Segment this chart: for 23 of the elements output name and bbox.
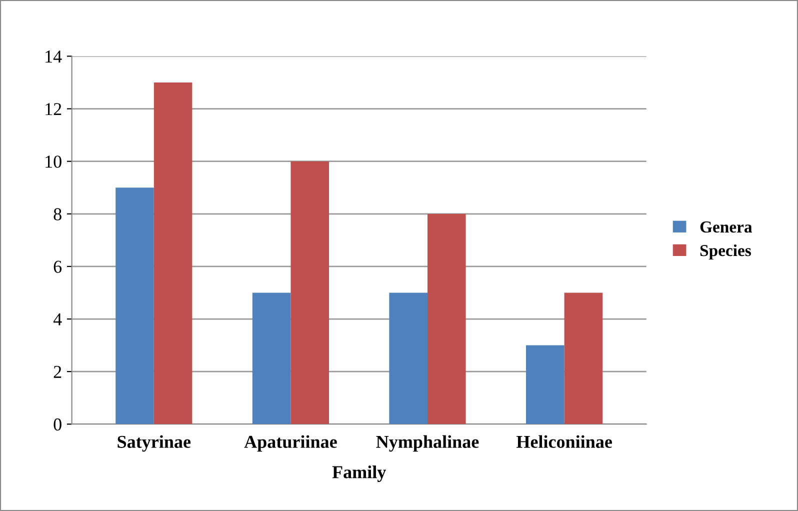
bar xyxy=(428,214,466,424)
x-tick-label: Heliconiinae xyxy=(516,435,612,448)
legend-label: Species xyxy=(700,244,751,260)
y-tick-label: 0 xyxy=(54,418,62,431)
x-tick-label: Apaturiinae xyxy=(244,435,337,452)
y-tick-label: 10 xyxy=(46,156,62,168)
y-tick-label: 8 xyxy=(54,208,62,220)
bar xyxy=(564,292,603,424)
legend-label: Genera xyxy=(700,221,752,233)
y-tick-label: 14 xyxy=(46,50,62,62)
x-tick-label: Satyrinae xyxy=(118,435,191,452)
bar xyxy=(116,188,154,424)
x-tick-label: Nymphalinae xyxy=(376,435,479,452)
y-tick-label: 6 xyxy=(54,260,62,273)
y-tick-label: 12 xyxy=(46,103,62,116)
y-tick-label: 4 xyxy=(53,313,62,326)
bar xyxy=(252,292,291,424)
bar xyxy=(526,345,564,424)
bar xyxy=(290,161,330,424)
bar xyxy=(389,292,428,424)
bar xyxy=(154,82,192,424)
x-axis-title: Family xyxy=(332,466,386,482)
y-tick-label: 2 xyxy=(54,366,62,378)
